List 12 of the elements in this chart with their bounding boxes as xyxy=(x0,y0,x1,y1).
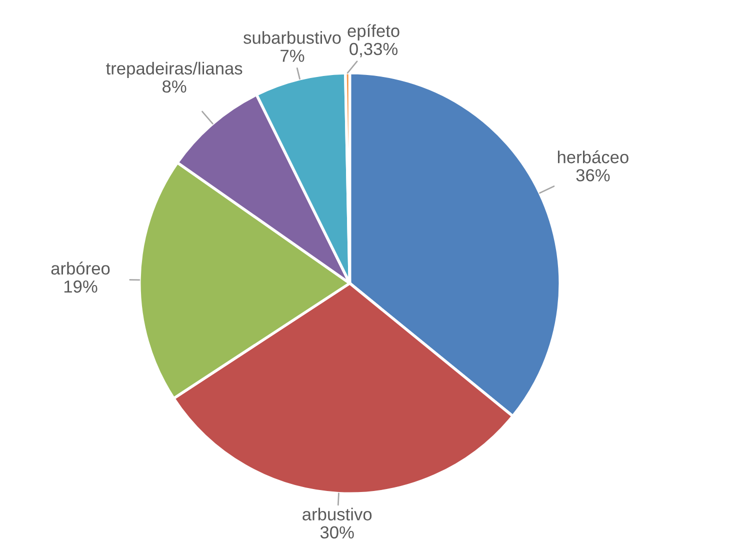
slice-label: arbóreo xyxy=(51,262,110,275)
data-label: 30% xyxy=(320,526,354,539)
data-label: 0,33% xyxy=(350,42,398,58)
data-label: 8% xyxy=(162,80,186,93)
data-label: 36% xyxy=(576,169,610,182)
data-label: 7% xyxy=(280,50,304,62)
slice-label: epífeto xyxy=(348,24,400,41)
slice-label: arbustivo xyxy=(302,508,372,520)
slice-label: herbáceo xyxy=(558,150,628,164)
slice-label: subarbustivo xyxy=(244,31,341,44)
data-label: 19% xyxy=(64,280,98,293)
slice-label: trepadeiras/lianas xyxy=(106,62,242,78)
